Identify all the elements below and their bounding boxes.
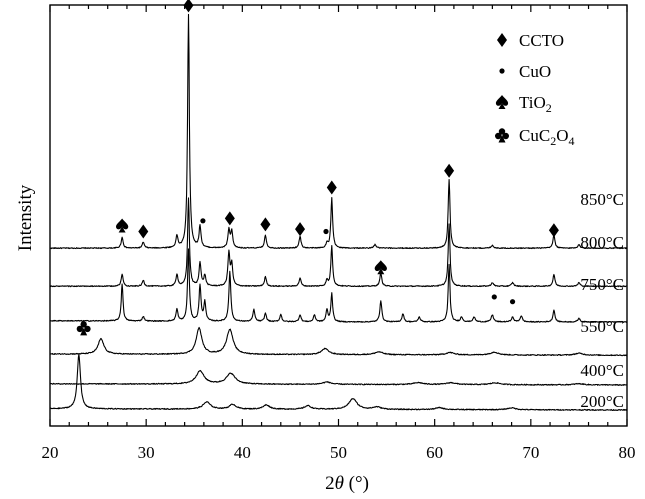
peak-markers [76, 0, 559, 336]
peak-marker-diamond-2 [138, 224, 149, 239]
peak-marker-diamond-5 [260, 217, 271, 232]
legend-label-0: CCTO [519, 31, 564, 50]
series-line-200-c [49, 353, 628, 411]
plot-traces [49, 13, 628, 411]
temperature-labels: 850°C 800°C 750°C 550°C 400°C 200°C [580, 190, 624, 411]
legend-marker-diamond [497, 33, 507, 47]
peak-marker-diamond-6 [295, 222, 306, 237]
x-axis-title-symbol: θ [335, 473, 344, 494]
series-line-800-c [49, 197, 628, 288]
peak-marker-club-14 [76, 321, 91, 336]
temp-label-200-c: 200°C [580, 392, 624, 411]
temp-label-400-c: 400°C [580, 361, 624, 380]
peak-marker-spade-1 [115, 218, 129, 233]
x-tick-label-20: 20 [42, 443, 59, 462]
series-line-850-c [49, 13, 628, 250]
peak-marker-dot-13 [509, 299, 516, 305]
x-axis-title-suffix: (°) [344, 473, 369, 494]
x-axis-title: 2θ (°) [325, 473, 369, 494]
temp-label-850-c: 850°C [580, 190, 624, 209]
temp-label-750-c: 750°C [580, 275, 624, 294]
peak-marker-diamond-8 [326, 180, 337, 195]
peak-marker-spade-11 [374, 260, 387, 275]
series-line-400-c [49, 369, 628, 386]
peak-marker-diamond-9 [444, 163, 455, 178]
legend-label-1: CuO [519, 62, 551, 81]
x-tick-label-50: 50 [330, 443, 347, 462]
peak-marker-diamond-10 [548, 223, 559, 238]
legend-marker-dot [499, 68, 505, 74]
x-tick-label-70: 70 [522, 443, 539, 462]
legend-marker-club [495, 128, 509, 143]
x-tick-label-40: 40 [234, 443, 251, 462]
temp-label-550-c: 550°C [580, 317, 624, 336]
legend-label-3: CuC2O4 [519, 126, 574, 148]
series-line-750-c [49, 248, 628, 323]
peak-marker-dot-7 [323, 228, 329, 235]
peak-marker-diamond-4 [224, 211, 235, 226]
peak-marker-dot-3 [200, 218, 206, 224]
peak-marker-dot-12 [491, 294, 497, 300]
temp-label-800-c: 800°C [580, 233, 624, 252]
series-line-550-c [49, 326, 628, 357]
legend-label-2: TiO2 [519, 93, 552, 115]
peak-marker-diamond-0 [183, 0, 194, 13]
x-tick-label-30: 30 [138, 443, 155, 462]
x-tick-label-60: 60 [426, 443, 443, 462]
x-axis-title-prefix: 2 [325, 473, 335, 494]
legend-marker-spade [495, 95, 509, 109]
y-axis-title: Intensity [15, 184, 36, 251]
x-tick-label-80: 80 [619, 443, 636, 462]
legend: CCTO CuO TiO2 CuC2O4 [495, 31, 574, 148]
x-axis: 20 30 40 50 60 70 80 [42, 5, 636, 462]
